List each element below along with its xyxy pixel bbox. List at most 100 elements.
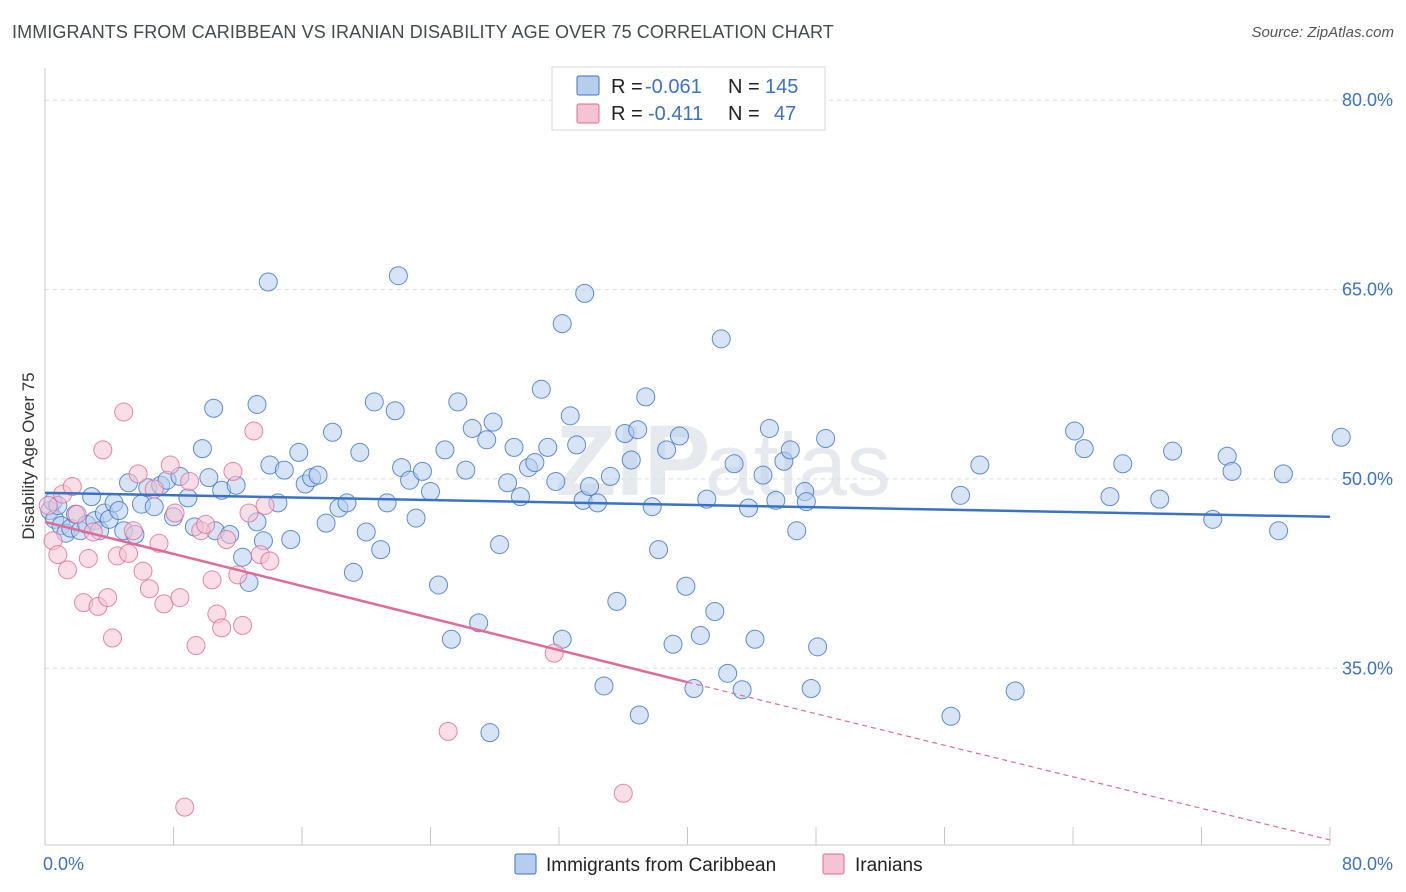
point-caribbean [435,440,455,460]
point-caribbean [600,466,620,486]
point-caribbean [759,418,779,438]
point-caribbean [1065,421,1085,441]
point-caribbean [697,489,717,509]
bottom-legend-swatch-caribbean [514,853,537,875]
point-caribbean [1163,441,1183,461]
point-caribbean [448,392,468,412]
point-iranians [160,455,180,475]
legend: R = -0.061 N = 145 R = -0.411 N = 47 [551,66,826,131]
x-tick-label-max: 80.0% [1342,854,1393,874]
point-caribbean [477,430,497,450]
y-tick-label: 50.0% [1342,469,1393,489]
point-caribbean [745,629,765,649]
point-caribbean [456,460,476,480]
point-caribbean [732,680,752,700]
point-caribbean [364,392,384,412]
point-caribbean [628,420,648,440]
point-caribbean [1222,461,1242,481]
point-caribbean [1203,509,1223,529]
point-caribbean [109,500,129,520]
point-caribbean [421,482,440,502]
point-iranians [149,533,169,553]
point-iranians [48,545,68,565]
point-iranians [180,471,200,491]
point-caribbean [525,453,545,473]
point-caribbean [1100,487,1120,507]
point-caribbean [552,314,572,334]
point-caribbean [490,535,510,555]
point-caribbean [1269,521,1289,541]
point-caribbean [657,440,677,460]
point-iranians [119,543,139,563]
point-iranians [212,618,232,638]
point-caribbean [594,676,614,696]
point-caribbean [718,663,738,683]
point-caribbean [801,678,821,698]
point-iranians [196,514,216,534]
point-caribbean [580,477,600,497]
point-caribbean [690,625,710,645]
point-iranians [613,783,633,803]
point-caribbean [629,705,649,725]
legend-n-value-blue: 145 [765,76,798,98]
point-caribbean [669,426,689,446]
point-caribbean [289,442,309,462]
point-caribbean [636,387,656,407]
point-caribbean [649,540,669,560]
point-caribbean [1074,439,1094,459]
point-caribbean [787,521,807,541]
point-iranians [38,495,58,515]
legend-n-label-pink: N = [728,103,760,125]
legend-r-label-pink: R = [611,103,643,125]
point-iranians [233,615,253,635]
point-iranians [255,495,275,515]
point-caribbean [371,540,391,560]
y-tick-labels: 35.0% 50.0% 65.0% 80.0% [1342,90,1393,678]
point-iranians [154,594,174,614]
point-iranians [438,721,458,741]
point-caribbean [233,547,253,567]
point-caribbean [711,329,731,349]
point-caribbean [941,706,961,726]
point-iranians [217,530,237,550]
point-caribbean [724,454,744,474]
point-iranians [133,561,153,581]
point-iranians [165,503,185,523]
point-caribbean [337,493,357,513]
point-caribbean [1273,464,1293,484]
point-caribbean [560,406,580,426]
point-caribbean [705,601,725,621]
point-iranians [128,464,148,484]
point-caribbean [642,497,662,517]
chart-title: IMMIGRANTS FROM CARIBBEAN VS IRANIAN DIS… [12,22,834,42]
bottom-legend-label-iranians: Iranians [855,855,923,876]
point-caribbean [316,513,336,533]
point-iranians [175,797,195,817]
point-caribbean [323,422,343,442]
point-caribbean [356,522,376,542]
point-iranians [57,560,77,580]
point-iranians [78,548,98,568]
point-caribbean [412,461,432,481]
point-caribbean [739,498,759,518]
point-iranians [98,588,118,608]
point-caribbean [274,460,294,480]
point-caribbean [82,487,102,507]
point-caribbean [343,562,363,582]
bottom-legend: Immigrants from Caribbean Iranians [514,853,923,876]
point-caribbean [483,412,503,432]
point-caribbean [350,442,370,462]
point-caribbean [498,473,518,493]
legend-n-label-blue: N = [728,76,760,98]
y-tick-label: 80.0% [1342,90,1393,110]
point-caribbean [531,379,551,399]
point-caribbean [1005,681,1025,701]
point-iranians [223,461,243,481]
source-label: Source: ZipAtlas.com [1251,24,1394,41]
axes [44,68,1331,846]
point-caribbean [1331,427,1351,447]
point-iranians [239,503,259,523]
point-caribbean [970,455,990,475]
point-caribbean [607,591,627,611]
